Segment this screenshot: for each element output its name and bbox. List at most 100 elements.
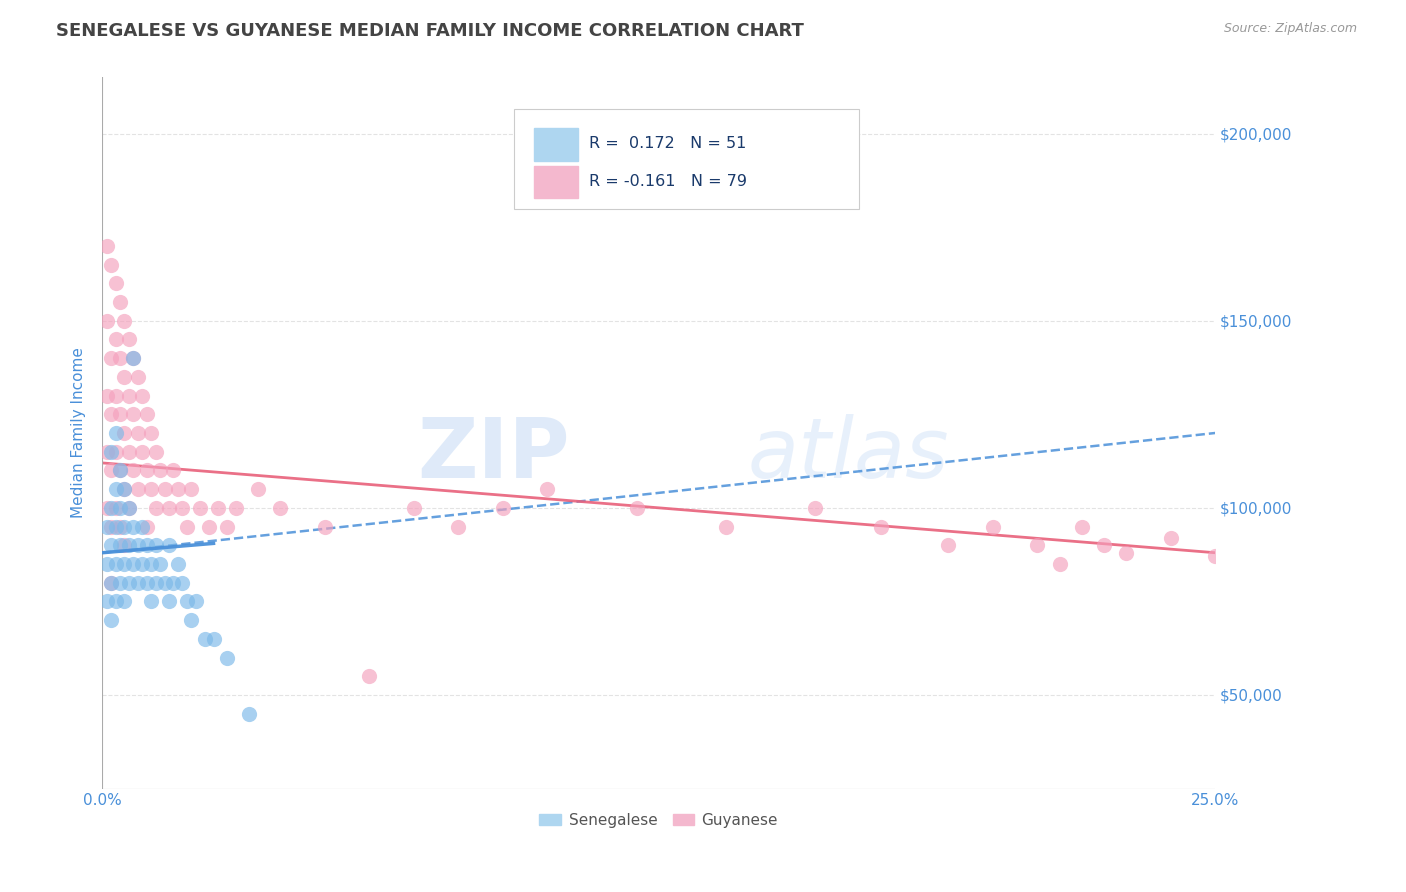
Point (215, 650, 238, 665)
Point (714, 519, 737, 533)
Point (167, 557, 190, 571)
Point (108, 519, 131, 533)
Point (447, 519, 470, 533)
Point (108, 538, 131, 552)
Point (936, 538, 959, 552)
Point (145, 538, 167, 552)
Point (1115, 546, 1137, 560)
Point (202, 632, 225, 646)
Point (198, 519, 221, 533)
Point (1160, 531, 1182, 545)
Point (135, 519, 157, 533)
Point (118, 575, 141, 590)
Point (122, 351, 145, 365)
Point (114, 482, 136, 496)
Point (536, 482, 558, 496)
Point (135, 538, 157, 552)
Point (100, 500, 122, 515)
Text: SENEGALESE VS GUYANESE MEDIAN FAMILY INCOME CORRELATION CHART: SENEGALESE VS GUYANESE MEDIAN FAMILY INC… (56, 22, 804, 40)
Point (141, 425, 163, 440)
Point (180, 613, 202, 627)
Point (104, 500, 127, 515)
Point (141, 482, 163, 496)
Text: R =  0.172   N = 51: R = 0.172 N = 51 (589, 136, 747, 151)
Point (215, 519, 238, 533)
Text: R = -0.161   N = 79: R = -0.161 N = 79 (589, 175, 747, 189)
Point (96, 519, 118, 533)
Point (188, 500, 211, 515)
Point (127, 482, 149, 496)
Point (100, 575, 122, 590)
Legend: Senegalese, Guyanese: Senegalese, Guyanese (533, 807, 785, 834)
Point (135, 463, 157, 477)
Point (108, 351, 131, 365)
Point (131, 444, 153, 458)
Point (141, 594, 163, 608)
Point (184, 594, 207, 608)
Point (122, 519, 145, 533)
Point (96, 444, 118, 458)
Point (100, 258, 122, 272)
Point (157, 594, 180, 608)
Point (100, 519, 122, 533)
Point (172, 575, 194, 590)
Point (194, 632, 217, 646)
Point (114, 557, 136, 571)
FancyBboxPatch shape (534, 128, 578, 161)
Point (238, 706, 260, 721)
Point (131, 519, 153, 533)
Point (100, 407, 122, 421)
Point (100, 463, 122, 477)
Point (104, 557, 127, 571)
Point (162, 575, 184, 590)
Point (118, 388, 141, 402)
Point (96, 500, 118, 515)
Point (803, 500, 825, 515)
Point (104, 277, 127, 291)
Point (131, 557, 153, 571)
Point (1092, 538, 1115, 552)
Point (96, 239, 118, 253)
Point (96, 314, 118, 328)
Point (149, 557, 172, 571)
Point (104, 594, 127, 608)
Point (114, 425, 136, 440)
Point (96, 388, 118, 402)
Point (135, 575, 157, 590)
Point (157, 538, 180, 552)
Point (153, 575, 176, 590)
Point (127, 538, 149, 552)
Point (135, 407, 157, 421)
Point (104, 388, 127, 402)
Point (114, 594, 136, 608)
Point (100, 575, 122, 590)
Point (145, 575, 167, 590)
FancyBboxPatch shape (515, 110, 859, 209)
Point (122, 351, 145, 365)
Point (207, 500, 229, 515)
Point (108, 463, 131, 477)
Point (118, 333, 141, 347)
Point (114, 519, 136, 533)
Point (108, 407, 131, 421)
Point (114, 369, 136, 384)
Point (108, 500, 131, 515)
Point (104, 482, 127, 496)
Point (1026, 538, 1049, 552)
Point (162, 463, 184, 477)
Point (122, 463, 145, 477)
Point (492, 500, 515, 515)
Point (359, 669, 381, 683)
Point (100, 613, 122, 627)
Point (626, 500, 648, 515)
Point (149, 463, 172, 477)
Point (118, 500, 141, 515)
Point (314, 519, 336, 533)
Point (108, 575, 131, 590)
Point (981, 519, 1004, 533)
Point (1204, 549, 1226, 564)
Point (247, 482, 270, 496)
Point (127, 575, 149, 590)
Point (145, 500, 167, 515)
Point (127, 369, 149, 384)
